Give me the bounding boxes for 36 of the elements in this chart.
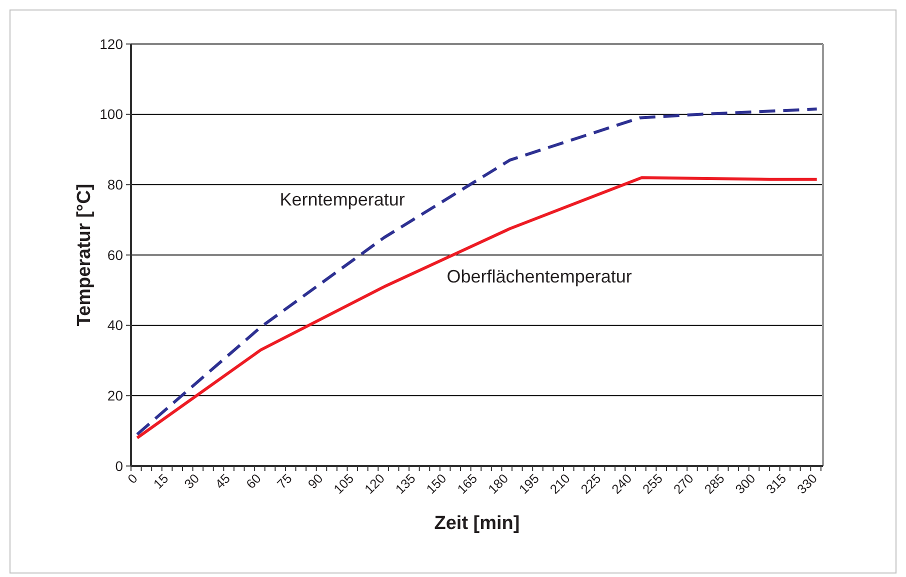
x-tick-label: 90 xyxy=(304,470,326,492)
x-tick-label: 180 xyxy=(485,470,512,497)
x-tick-label: 30 xyxy=(181,470,202,492)
y-tick-label: 60 xyxy=(107,246,124,263)
y-tick-label: 80 xyxy=(107,176,124,193)
y-tick-label: 40 xyxy=(107,317,124,334)
x-tick-label: 300 xyxy=(732,470,758,497)
y-tick-label: 0 xyxy=(115,458,124,474)
x-tick-label: 315 xyxy=(763,470,790,497)
x-tick-label: 225 xyxy=(578,470,604,497)
series-label: Oberflächentemperatur xyxy=(446,266,632,287)
x-tick-label: 15 xyxy=(150,470,172,492)
x-tick-label: 270 xyxy=(670,470,696,497)
x-tick-label: 330 xyxy=(794,470,820,497)
x-tick-label: 75 xyxy=(274,470,295,492)
x-tick-label: 210 xyxy=(546,470,573,497)
line-series xyxy=(136,108,818,436)
line-series xyxy=(136,176,818,440)
y-axis-title: Temperatur [°C] xyxy=(74,184,95,326)
x-tick-label: 195 xyxy=(516,470,542,497)
y-tick-label: 20 xyxy=(107,388,124,404)
x-tick-label: 105 xyxy=(330,470,357,497)
x-axis-title: Zeit [min] xyxy=(434,513,520,534)
x-tick-label: 0 xyxy=(124,470,140,486)
y-tick-label: 120 xyxy=(100,36,124,52)
y-tick-label: 100 xyxy=(100,106,124,122)
x-tick-label: 285 xyxy=(701,470,728,497)
x-tick-label: 60 xyxy=(243,470,264,492)
x-tick-label: 240 xyxy=(608,470,635,497)
x-tick-label: 255 xyxy=(640,470,666,497)
x-tick-label: 45 xyxy=(212,470,234,492)
x-tick-label: 165 xyxy=(454,470,480,497)
series-label: Kerntemperatur xyxy=(280,189,405,210)
x-tick-label: 135 xyxy=(392,470,418,497)
x-tick-label: 150 xyxy=(423,470,450,497)
x-tick-label: 120 xyxy=(362,470,388,497)
